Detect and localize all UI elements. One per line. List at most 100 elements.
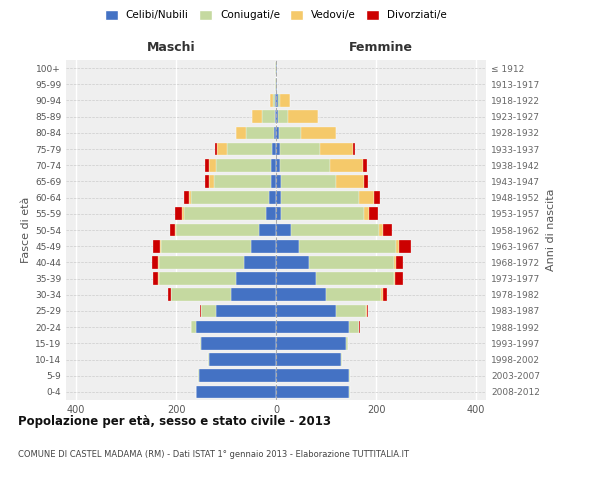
Bar xyxy=(196,321,276,334)
Bar xyxy=(336,175,364,188)
Bar xyxy=(196,386,276,398)
Bar xyxy=(320,142,353,156)
Bar xyxy=(244,256,276,268)
Bar xyxy=(276,175,281,188)
Bar xyxy=(276,272,316,285)
Bar xyxy=(398,240,411,252)
Bar xyxy=(359,192,373,204)
Bar xyxy=(236,272,276,285)
Bar xyxy=(275,110,276,123)
Bar xyxy=(266,208,276,220)
Bar xyxy=(246,126,274,139)
Bar xyxy=(158,272,236,285)
Y-axis label: Fasce di età: Fasce di età xyxy=(21,197,31,263)
Bar xyxy=(276,208,281,220)
Bar xyxy=(299,240,396,252)
Bar xyxy=(276,224,291,236)
Bar xyxy=(316,272,394,285)
Bar xyxy=(281,175,336,188)
Bar xyxy=(205,159,209,172)
Bar xyxy=(158,256,244,268)
Bar xyxy=(291,224,379,236)
Bar xyxy=(364,208,368,220)
Bar xyxy=(161,240,251,252)
Bar xyxy=(383,224,392,236)
Bar xyxy=(287,110,317,123)
Bar xyxy=(201,337,276,349)
Bar xyxy=(368,208,377,220)
Bar xyxy=(168,288,170,301)
Bar xyxy=(276,94,277,107)
Bar xyxy=(276,321,349,334)
Bar xyxy=(215,142,217,156)
Bar xyxy=(276,240,299,252)
Bar xyxy=(201,304,216,318)
Bar xyxy=(379,224,383,236)
Bar xyxy=(346,337,347,349)
Bar xyxy=(217,142,227,156)
Bar xyxy=(301,126,336,139)
Text: Maschi: Maschi xyxy=(146,42,196,54)
Bar xyxy=(184,192,188,204)
Bar xyxy=(277,94,280,107)
Bar xyxy=(259,224,276,236)
Bar xyxy=(209,353,276,366)
Bar xyxy=(188,192,191,204)
Bar xyxy=(209,175,214,188)
Bar xyxy=(272,94,275,107)
Bar xyxy=(271,159,276,172)
Bar xyxy=(395,272,403,285)
Bar xyxy=(216,304,276,318)
Text: Femmine: Femmine xyxy=(349,42,413,54)
Bar xyxy=(396,240,398,252)
Bar xyxy=(191,192,269,204)
Bar xyxy=(269,192,276,204)
Bar xyxy=(276,256,308,268)
Bar xyxy=(280,94,290,107)
Bar xyxy=(275,94,276,107)
Bar xyxy=(209,159,216,172)
Bar xyxy=(276,353,341,366)
Bar xyxy=(276,370,349,382)
Bar xyxy=(394,256,395,268)
Bar xyxy=(381,288,383,301)
Bar xyxy=(252,110,262,123)
Bar xyxy=(262,110,275,123)
Bar xyxy=(216,159,271,172)
Bar xyxy=(152,256,158,268)
Bar xyxy=(251,240,276,252)
Bar xyxy=(395,256,403,268)
Bar xyxy=(330,159,362,172)
Bar xyxy=(281,208,364,220)
Bar xyxy=(277,110,287,123)
Bar xyxy=(349,321,359,334)
Bar xyxy=(373,192,380,204)
Bar xyxy=(308,256,394,268)
Bar xyxy=(364,175,367,188)
Bar xyxy=(276,386,349,398)
Bar xyxy=(200,337,201,349)
Bar xyxy=(152,240,160,252)
Bar xyxy=(280,142,320,156)
Bar xyxy=(231,288,276,301)
Text: COMUNE DI CASTEL MADAMA (RM) - Dati ISTAT 1° gennaio 2013 - Elaborazione TUTTITA: COMUNE DI CASTEL MADAMA (RM) - Dati ISTA… xyxy=(18,450,409,459)
Bar xyxy=(191,321,196,334)
Bar xyxy=(276,304,336,318)
Bar xyxy=(205,175,209,188)
Bar xyxy=(199,370,276,382)
Bar xyxy=(272,142,276,156)
Bar xyxy=(341,353,342,366)
Bar xyxy=(271,175,276,188)
Bar xyxy=(281,192,359,204)
Bar xyxy=(170,224,175,236)
Bar xyxy=(227,142,272,156)
Bar xyxy=(160,240,161,252)
Bar xyxy=(394,272,395,285)
Bar xyxy=(276,288,326,301)
Bar xyxy=(199,304,200,318)
Bar xyxy=(276,192,281,204)
Bar xyxy=(274,126,276,139)
Bar xyxy=(175,208,182,220)
Bar xyxy=(153,272,158,285)
Bar xyxy=(362,159,367,172)
